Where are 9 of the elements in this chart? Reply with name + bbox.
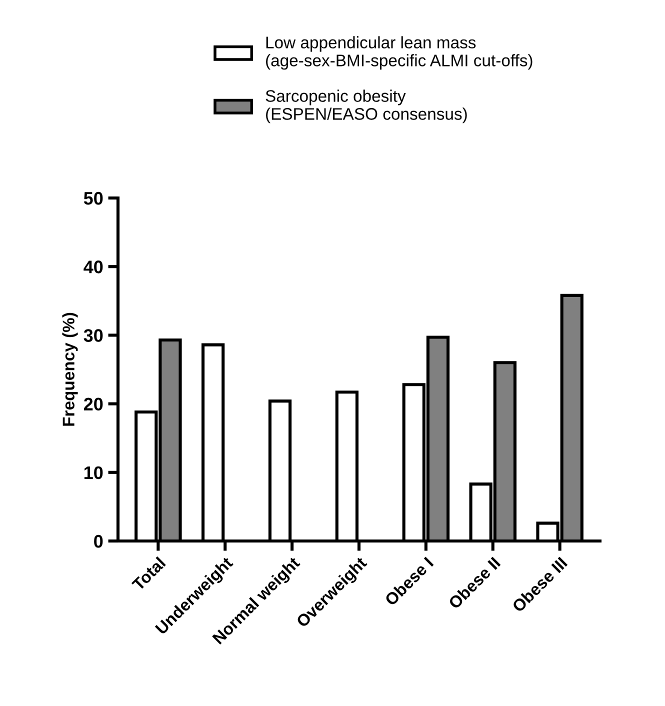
y-tick-label: 0 <box>94 534 103 548</box>
y-tick-label: 20 <box>84 398 103 411</box>
y-tick-label: 40 <box>84 260 103 274</box>
legend-label: Low appendicular lean mass (age-sex-BMI-specific ALMI cut-offs) <box>266 36 532 70</box>
legend-label: Sarcopenic obesity (ESPEN/EASO consensus) <box>266 90 467 124</box>
y-tick-label: 50 <box>84 192 103 205</box>
y-tick-label: 30 <box>84 329 103 342</box>
y-tick-label: 10 <box>84 466 103 480</box>
y-axis-title: Frequency (%) <box>62 312 78 426</box>
